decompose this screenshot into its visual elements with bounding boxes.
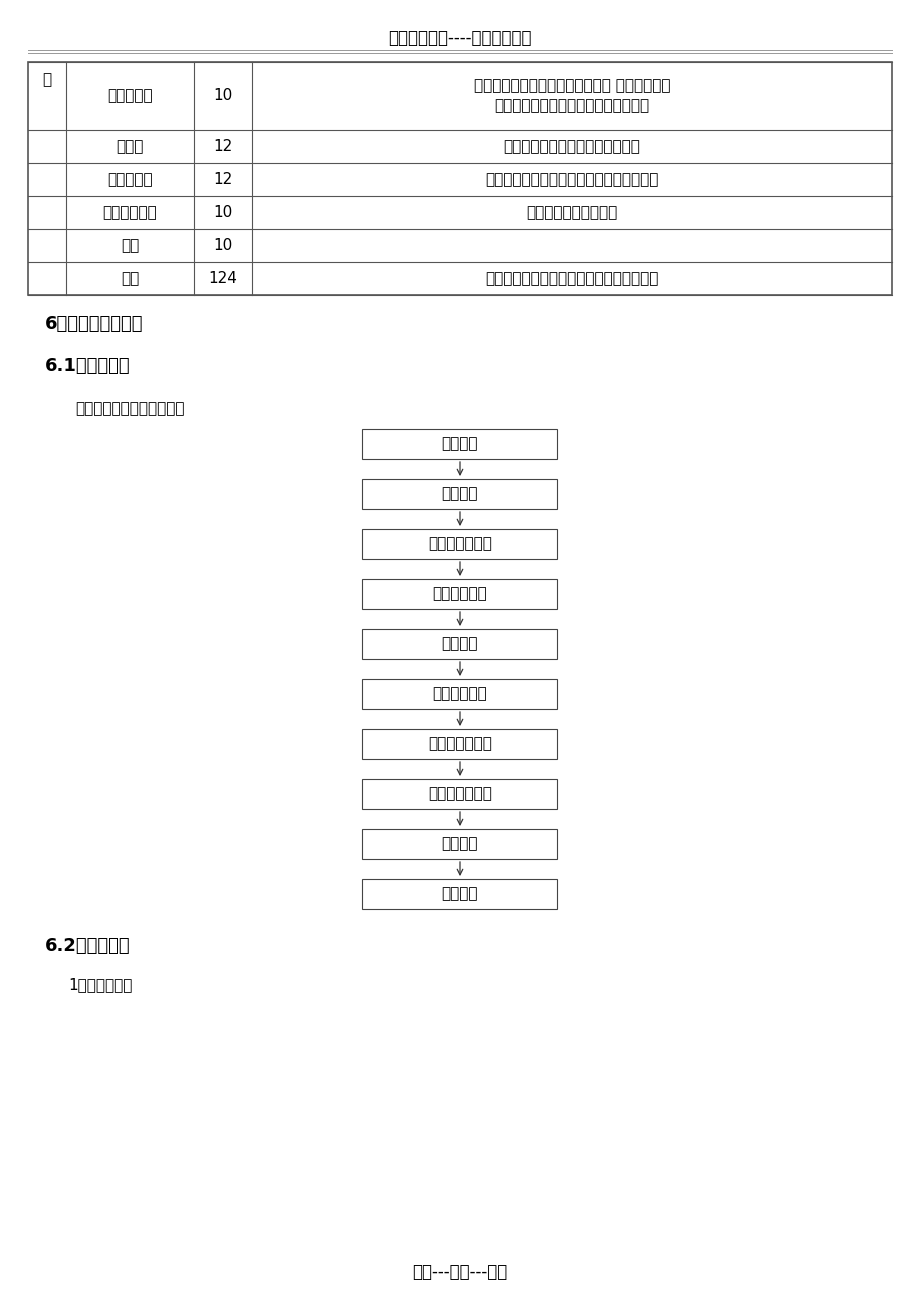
Text: 精选优质文档----倾情为你奉上: 精选优质文档----倾情为你奉上 <box>388 29 531 47</box>
Text: 明洞开挖: 明洞开挖 <box>441 436 478 452</box>
Text: 洞门建筑: 洞门建筑 <box>441 836 478 852</box>
Bar <box>362 529 557 559</box>
Bar <box>362 729 557 759</box>
Text: 砌: 砌 <box>42 72 51 87</box>
Text: 6.2、施工工艺: 6.2、施工工艺 <box>45 937 130 954</box>
Text: 12: 12 <box>213 139 233 154</box>
Text: 底板混凝土施工；水沟电缆槽的施工等: 底板混凝土施工；水沟电缆槽的施工等 <box>494 98 649 113</box>
Text: 其他: 其他 <box>120 238 139 253</box>
Text: 洞门及拱墙衬砌: 洞门及拱墙衬砌 <box>427 737 492 751</box>
Bar <box>362 428 557 460</box>
Text: 10: 10 <box>213 204 233 220</box>
Text: 6.1、施工工艺: 6.1、施工工艺 <box>45 357 130 375</box>
Bar <box>362 629 557 659</box>
Bar <box>362 479 557 509</box>
Text: 台车支撑定位: 台车支撑定位 <box>432 586 487 602</box>
Text: 运输队: 运输队 <box>116 139 143 154</box>
Text: 10: 10 <box>213 238 233 253</box>
Bar <box>362 829 557 859</box>
Text: 专心---专注---专业: 专心---专注---专业 <box>412 1263 507 1281</box>
Text: 基底处理: 基底处理 <box>441 487 478 501</box>
Text: 6、施工工艺及方法: 6、施工工艺及方法 <box>45 315 143 333</box>
Text: 出碴、运输、调度、维修、保养等: 出碴、运输、调度、维修、保养等 <box>503 139 640 154</box>
Text: 12: 12 <box>213 172 233 187</box>
Text: 小计: 小计 <box>120 271 139 286</box>
Bar <box>28 62 891 296</box>
Text: 钢结构加工队: 钢结构加工队 <box>103 204 157 220</box>
Text: 衬砌台车就位、混凝土灌筑、拆模 仰拱、填充、: 衬砌台车就位、混凝土灌筑、拆模 仰拱、填充、 <box>473 78 670 92</box>
Text: 各种钢结构加工及预制: 各种钢结构加工及预制 <box>526 204 617 220</box>
Bar <box>362 680 557 710</box>
Bar <box>362 879 557 909</box>
Text: 综合保障队: 综合保障队 <box>108 172 153 187</box>
Text: 绑扎钢筋: 绑扎钢筋 <box>441 637 478 651</box>
Text: 混凝土工班: 混凝土工班 <box>108 89 153 103</box>
Text: 明洞防水层施作: 明洞防水层施作 <box>427 786 492 802</box>
Text: 安设外模挡头: 安设外模挡头 <box>432 686 487 702</box>
Text: 10: 10 <box>213 89 233 103</box>
Text: 124: 124 <box>209 271 237 286</box>
Text: 风、水、电及其设备维修、保养，道路养护: 风、水、电及其设备维修、保养，道路养护 <box>485 172 658 187</box>
Bar <box>362 579 557 609</box>
Bar <box>362 779 557 809</box>
Text: 浇筑仰拱填充砼: 浇筑仰拱填充砼 <box>427 536 492 552</box>
Text: 明洞施工工艺流程见如图。: 明洞施工工艺流程见如图。 <box>75 401 185 417</box>
Text: 1）、明洞开挖: 1）、明洞开挖 <box>68 976 132 992</box>
Text: 根据工作面的具体情况，人员可作机动调整: 根据工作面的具体情况，人员可作机动调整 <box>485 271 658 286</box>
Text: 明洞回填: 明洞回填 <box>441 887 478 901</box>
